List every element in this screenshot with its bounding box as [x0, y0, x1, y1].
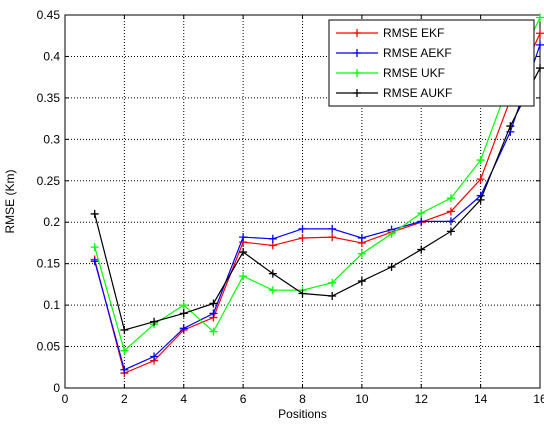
legend-marker-rmse-ukf — [353, 69, 361, 77]
data-point-rmse-aekf — [120, 365, 129, 374]
data-point-rmse-ukf — [239, 272, 248, 281]
data-point-rmse-aukf — [536, 64, 544, 73]
legend: RMSE EKF RMSE AEKF RMSE UKF RMSE AUKF — [328, 19, 535, 107]
data-point-rmse-aekf — [536, 40, 544, 49]
data-point-rmse-ekf — [536, 29, 544, 38]
series-rmse-ekf — [90, 29, 544, 378]
data-point-rmse-aukf — [209, 299, 218, 308]
x-tick-label: 16 — [533, 392, 544, 406]
y-tick-label: 0.15 — [37, 257, 61, 271]
data-point-rmse-aekf — [298, 224, 307, 233]
data-point-rmse-aukf — [328, 291, 337, 300]
data-point-rmse-ukf — [90, 243, 99, 252]
data-point-rmse-aekf — [239, 233, 248, 242]
data-point-rmse-aekf — [357, 233, 366, 242]
data-point-rmse-ukf — [387, 229, 396, 238]
data-point-rmse-aekf — [179, 324, 188, 333]
legend-marker-rmse-ekf — [353, 29, 361, 37]
data-point-rmse-aukf — [150, 317, 159, 326]
axis-ticks: 0 2 4 6 8 10 12 14 16 0 0.05 0.1 0.15 0.2 0.25 0.3 0.35 0… — [37, 8, 544, 406]
y-axis-label: RMSE (Km) — [3, 170, 17, 234]
legend-entry-rmse-aekf: RMSE AEKF — [336, 46, 452, 60]
x-tick-label: 10 — [355, 392, 369, 406]
data-point-rmse-ukf — [357, 249, 366, 258]
data-point-rmse-aukf — [268, 269, 277, 278]
data-point-rmse-ekf — [476, 175, 485, 184]
data-point-rmse-aukf — [179, 309, 188, 318]
y-tick-label: 0.05 — [37, 340, 61, 354]
data-point-rmse-aekf — [150, 352, 159, 361]
x-tick-label: 14 — [474, 392, 488, 406]
y-tick-label: 0.3 — [43, 132, 60, 146]
data-point-rmse-aekf — [328, 224, 337, 233]
legend-entry-rmse-ekf: RMSE EKF — [336, 26, 444, 40]
data-point-rmse-ekf — [328, 233, 337, 242]
x-tick-label: 0 — [62, 392, 69, 406]
data-point-rmse-aekf — [90, 257, 99, 266]
legend-label-rmse-ekf: RMSE EKF — [383, 26, 444, 40]
x-tick-label: 2 — [121, 392, 128, 406]
data-point-rmse-aekf — [209, 309, 218, 318]
data-point-rmse-aukf — [298, 289, 307, 298]
data-point-rmse-aukf — [476, 195, 485, 204]
x-tick-label: 4 — [180, 392, 187, 406]
legend-label-rmse-aekf: RMSE AEKF — [383, 46, 452, 60]
data-point-rmse-aukf — [387, 262, 396, 271]
x-tick-label: 6 — [240, 392, 247, 406]
data-point-rmse-ukf — [417, 209, 426, 218]
data-point-rmse-aukf — [239, 248, 248, 257]
y-tick-label: 0.35 — [37, 91, 61, 105]
data-point-rmse-aukf — [506, 122, 515, 131]
legend-marker-rmse-aukf — [353, 89, 361, 97]
legend-box — [328, 19, 535, 107]
data-point-rmse-aekf — [417, 217, 426, 226]
y-tick-label: 0 — [53, 381, 60, 395]
data-point-rmse-ukf — [328, 278, 337, 287]
data-point-rmse-ukf — [120, 346, 129, 355]
y-tick-label: 0.1 — [43, 298, 60, 312]
y-tick-label: 0.25 — [37, 174, 61, 188]
legend-marker-rmse-aekf — [353, 49, 361, 57]
data-point-rmse-ukf — [536, 13, 544, 22]
series-line-rmse-aekf — [94, 44, 541, 371]
data-point-rmse-aukf — [90, 209, 99, 218]
data-point-rmse-ukf — [446, 194, 455, 203]
legend-label-rmse-ukf: RMSE UKF — [383, 66, 445, 80]
data-point-rmse-ukf — [179, 301, 188, 310]
data-point-rmse-ekf — [298, 233, 307, 242]
legend-entry-rmse-aukf: RMSE AUKF — [336, 86, 452, 100]
data-point-rmse-ukf — [268, 286, 277, 295]
data-point-rmse-aukf — [120, 325, 129, 334]
series-group — [90, 13, 544, 378]
series-rmse-aukf — [90, 64, 544, 334]
x-axis-label: Positions — [278, 407, 327, 421]
series-line-rmse-aukf — [94, 67, 541, 331]
legend-label-rmse-aukf: RMSE AUKF — [383, 86, 452, 100]
legend-entry-rmse-ukf: RMSE UKF — [336, 66, 445, 80]
data-point-rmse-ekf — [446, 207, 455, 216]
data-point-rmse-aukf — [446, 227, 455, 236]
data-point-rmse-ukf — [209, 327, 218, 336]
series-line-rmse-ekf — [94, 32, 541, 374]
data-point-rmse-aukf — [357, 277, 366, 286]
y-tick-label: 0.4 — [43, 49, 60, 63]
series-line-rmse-ukf — [94, 17, 541, 352]
x-tick-label: 12 — [415, 392, 429, 406]
y-tick-label: 0.45 — [37, 8, 61, 22]
data-point-rmse-aekf — [446, 217, 455, 226]
data-point-rmse-aukf — [417, 245, 426, 254]
y-tick-label: 0.2 — [43, 215, 60, 229]
data-point-rmse-aekf — [268, 234, 277, 243]
data-point-rmse-ukf — [476, 156, 485, 165]
x-tick-label: 8 — [299, 392, 306, 406]
